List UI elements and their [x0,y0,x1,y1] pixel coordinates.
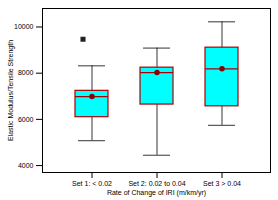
svg-text:10000: 10000 [14,23,34,30]
svg-text:8000: 8000 [18,69,34,76]
svg-text:Rate of Change of IRI (m/km/yr: Rate of Change of IRI (m/km/yr) [107,189,206,197]
svg-text:Elastic Modulus/Tensile Streng: Elastic Modulus/Tensile Strength [7,40,15,141]
svg-text:Set 2: 0.02 to 0.04: Set 2: 0.02 to 0.04 [128,180,185,187]
svg-text:4000: 4000 [18,162,34,169]
svg-text:Set 3 > 0.04: Set 3 > 0.04 [203,180,241,187]
svg-text:6000: 6000 [18,116,34,123]
svg-text:Set 1: < 0.02: Set 1: < 0.02 [72,180,112,187]
